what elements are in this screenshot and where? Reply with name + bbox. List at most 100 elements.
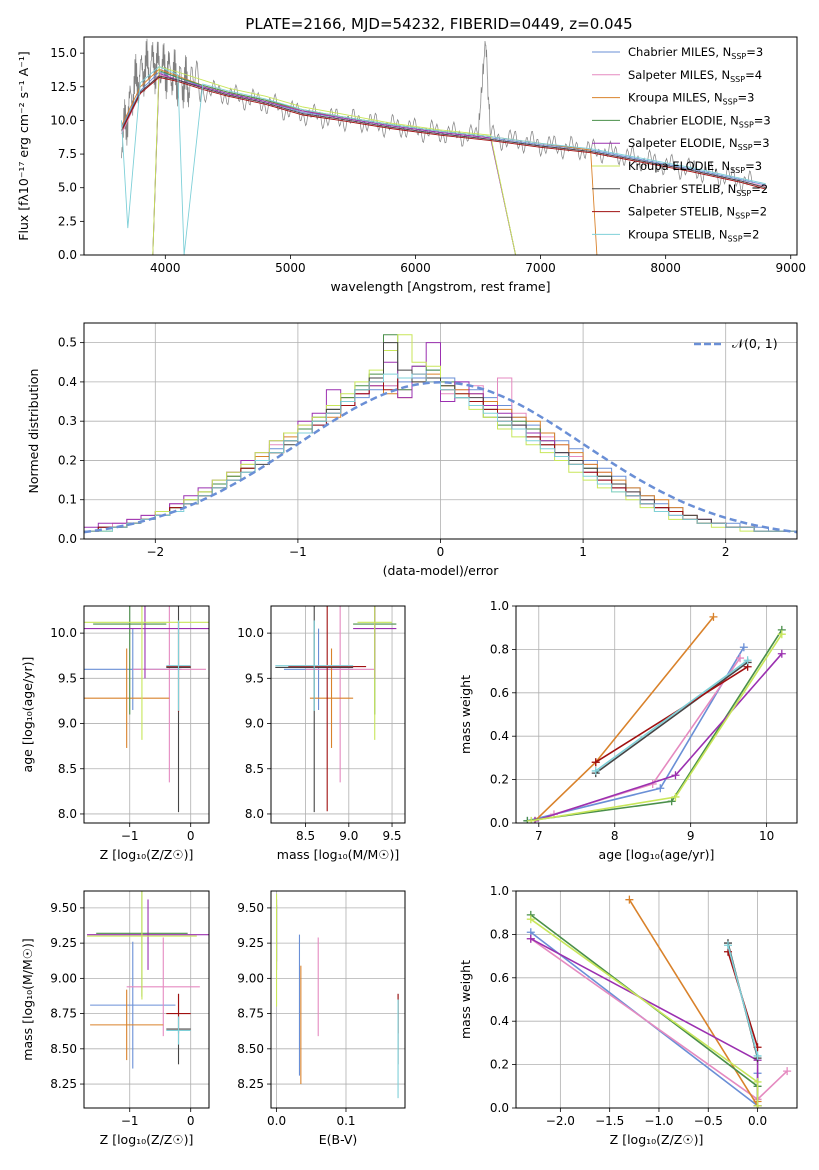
y-tick-label: 9.25: [50, 936, 77, 950]
x-tick-label: 0.0: [748, 1114, 767, 1128]
legend-subscript: SSP: [730, 75, 745, 84]
legend-entry: Kroupa ELODIE, NSSP=3: [628, 159, 762, 175]
weight-vs-age-panel: 7 8 9 10 0.0 0.2 0.4 0.6 0.8 1.0 age [log₁₀(age/yr…: [458, 599, 798, 862]
y-tick-label: 8.75: [50, 1007, 77, 1021]
weight-marker: [671, 792, 680, 801]
legend-subscript: SSP: [736, 189, 751, 198]
y-tick-label: 9.0: [58, 717, 77, 731]
weight-marker: [709, 612, 718, 621]
x-axis-label: mass [log₁₀(M/M☉)]: [277, 847, 399, 862]
model-spectrum-line: [121, 76, 766, 190]
x-tick-label: 10: [759, 829, 774, 843]
weight-marker: [625, 895, 634, 904]
x-tick-label: 8.5: [296, 829, 315, 843]
y-axis-label: mass weight: [458, 675, 473, 754]
x-tick-label: 6000: [400, 261, 431, 275]
y-tick-label: 0.6: [490, 971, 509, 985]
y-tick-label: 15.0: [50, 46, 77, 60]
x-tick-label: 9.5: [382, 829, 401, 843]
y-tick-label: 0.2: [58, 453, 77, 467]
y-tick-label: 0.0: [58, 532, 77, 546]
axes-frame: [83, 36, 798, 256]
legend-label: Chabrier ELODIE, N: [628, 113, 739, 127]
y-tick-label: 7.5: [58, 147, 77, 161]
y-tick-label: 0.3: [58, 414, 77, 428]
axes-frame: [515, 890, 798, 1109]
x-tick-label: −0.5: [694, 1114, 723, 1128]
y-tick-label: 8.25: [237, 1077, 264, 1091]
legend-entry: Salpeter MILES, NSSP=4: [628, 68, 762, 84]
spectrum-panel: PLATE=2166, MJD=54232, FIBERID=0449, z=0…: [16, 15, 806, 294]
x-tick-label: 7000: [525, 261, 556, 275]
mass-vs-z-panel: −1 0 8.25 8.50 8.75 9.00 9.25 9.50 Z [log₁₀(Z/Z☉…: [20, 890, 210, 1147]
weight-marker: [526, 915, 535, 924]
y-tick-label: 0.1: [58, 493, 77, 507]
weight-marker: [591, 766, 600, 775]
weight-line: [595, 659, 749, 772]
legend-subscript: SSP: [738, 143, 753, 152]
model-spectrum-line: [152, 66, 517, 255]
x-tick-label: 9.0: [339, 829, 358, 843]
legend-label: Chabrier MILES, N: [628, 45, 731, 59]
y-tick-label: 9.25: [237, 936, 264, 950]
legend-label: Kroupa MILES, N: [628, 91, 723, 105]
x-tick-label: −1: [121, 829, 139, 843]
weight-line: [595, 661, 749, 774]
legend-subscript: SSP: [735, 212, 750, 221]
x-tick-label: −1: [121, 1114, 139, 1128]
y-tick-label: 8.50: [237, 1042, 264, 1056]
weight-vs-z-panel: −2.0 −1.5 −1.0 −0.5 0.0 0.0 0.2 0.4 0.6 0.8 1.0 Z […: [458, 884, 798, 1147]
model-spectrum-line: [121, 66, 766, 255]
y-tick-label: 2.5: [58, 214, 77, 228]
model-spectrum-line: [152, 69, 517, 255]
x-tick-label: −1.0: [644, 1114, 673, 1128]
y-axis-label: mass weight: [458, 960, 473, 1039]
y-tick-label: 0.4: [58, 375, 77, 389]
weight-marker: [743, 656, 752, 665]
x-tick-label: −2.0: [546, 1114, 575, 1128]
spectrum-title: PLATE=2166, MJD=54232, FIBERID=0449, z=0…: [245, 15, 632, 33]
x-tick-label: 0.1: [336, 1114, 355, 1128]
axes-frame: [270, 605, 406, 824]
plot-area: [84, 606, 209, 813]
legend-subscript: SSP: [739, 120, 754, 129]
weight-line: [534, 616, 715, 822]
x-tick-label: 0: [187, 829, 195, 843]
weight-marker: [777, 630, 786, 639]
y-axis-label: age [log₁₀(age/yr)]: [20, 657, 35, 773]
legend-tail: =2: [751, 182, 768, 196]
y-tick-label: 0.8: [490, 642, 509, 656]
age-vs-z-panel: −1 0 8.0 8.5 9.0 9.5 10.0 Z [log₁₀(Z/Z☉)] age [l…: [20, 605, 210, 862]
x-tick-label: 0.0: [267, 1114, 286, 1128]
weight-marker: [753, 1101, 762, 1108]
y-tick-label: 0.0: [490, 816, 509, 830]
y-tick-label: 8.75: [237, 1007, 264, 1021]
y-tick-label: 10.0: [50, 626, 77, 640]
y-tick-label: 9.00: [50, 971, 77, 985]
x-axis-label: (data-model)/error: [383, 563, 500, 578]
y-tick-label: 8.5: [58, 762, 77, 776]
y-tick-label: 5.0: [58, 181, 77, 195]
y-tick-label: 8.25: [50, 1077, 77, 1091]
legend-entry: Chabrier MILES, NSSP=3: [628, 45, 763, 61]
legend-tail: =3: [738, 91, 755, 105]
model-spectrum-line: [152, 72, 517, 255]
axes-frame: [270, 890, 406, 1109]
axes-frame: [83, 322, 798, 540]
plot-area: [121, 38, 766, 255]
y-tick-label: 9.5: [245, 671, 264, 685]
x-tick-label: 0: [187, 1114, 195, 1128]
x-tick-label: 2: [722, 545, 730, 559]
y-tick-label: 0.5: [58, 336, 77, 350]
weight-marker: [777, 649, 786, 658]
x-tick-label: 4000: [150, 261, 181, 275]
weight-line: [595, 666, 749, 763]
y-tick-label: 9.50: [50, 901, 77, 915]
y-tick-label: 8.5: [245, 762, 264, 776]
weight-marker: [591, 758, 600, 767]
x-tick-label: 9: [687, 829, 695, 843]
normal-curve-line: [84, 381, 797, 534]
observed-spectrum-line: [121, 38, 753, 193]
weight-marker: [526, 934, 535, 943]
